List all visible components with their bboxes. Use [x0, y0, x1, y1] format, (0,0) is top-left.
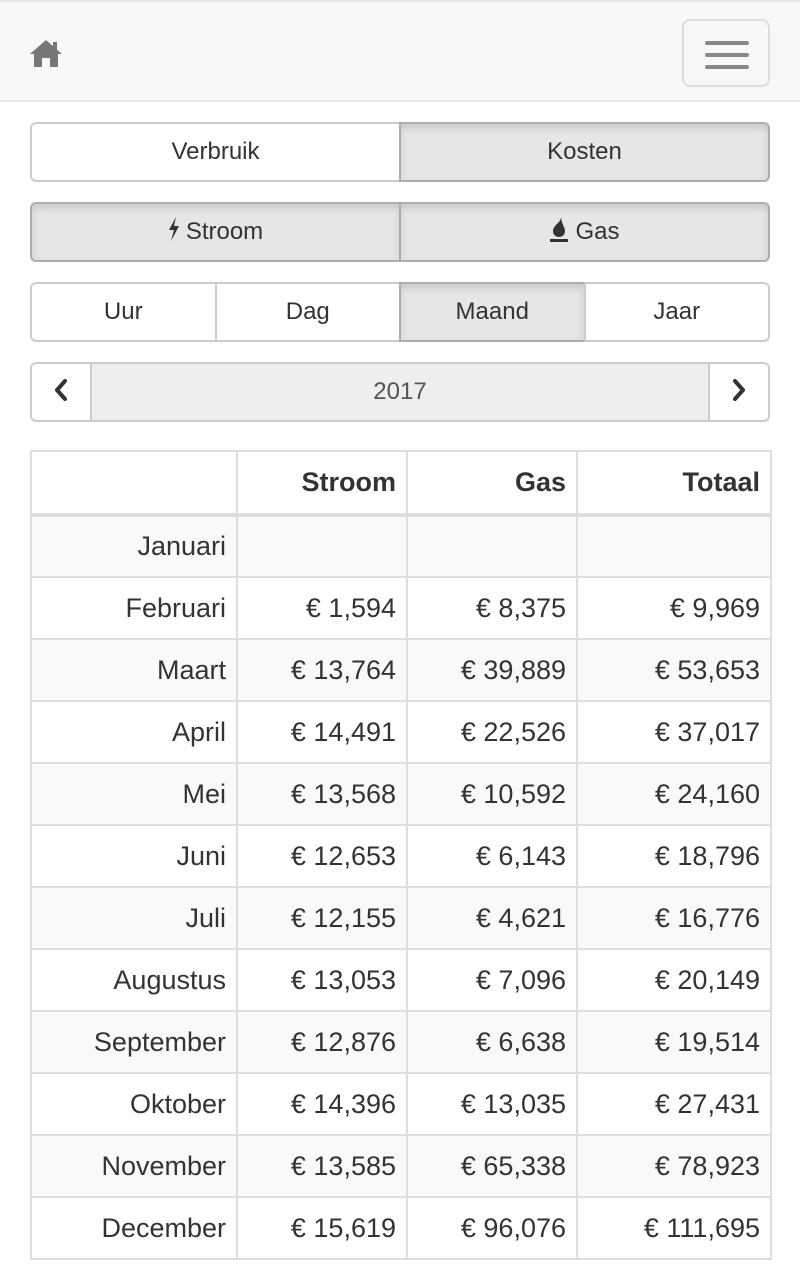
fire-icon: [549, 216, 569, 249]
cell-gas: € 8,375: [406, 576, 578, 640]
cell-stroom: € 13,585: [236, 1134, 408, 1198]
cell-totaal: [576, 514, 772, 578]
cell-month: Maart: [30, 638, 238, 702]
jaar-button[interactable]: Jaar: [583, 282, 770, 342]
cell-stroom: € 15,619: [236, 1196, 408, 1260]
lightning-bolt-icon: [168, 216, 180, 248]
table-row: September € 12,876 € 6,638 € 19,514: [30, 1010, 772, 1074]
cell-totaal: € 27,431: [576, 1072, 772, 1136]
table-row: November € 13,585 € 65,338 € 78,923: [30, 1134, 772, 1198]
table-row: Mei € 13,568 € 10,592 € 24,160: [30, 762, 772, 826]
cell-gas: € 7,096: [406, 948, 578, 1012]
current-year: 2017: [90, 362, 710, 422]
cell-totaal: € 18,796: [576, 824, 772, 888]
cell-stroom: € 12,155: [236, 886, 408, 950]
cell-month: April: [30, 700, 238, 764]
cell-stroom: € 12,653: [236, 824, 408, 888]
cell-month: Januari: [30, 514, 238, 578]
table-row: Januari: [30, 514, 772, 578]
cell-gas: € 10,592: [406, 762, 578, 826]
table-row: Oktober € 14,396 € 13,035 € 27,431: [30, 1072, 772, 1136]
uur-button[interactable]: Uur: [30, 282, 217, 342]
cell-totaal: € 24,160: [576, 762, 772, 826]
cell-stroom: € 14,491: [236, 700, 408, 764]
navbar: [0, 0, 800, 102]
cell-gas: € 22,526: [406, 700, 578, 764]
stroom-button[interactable]: Stroom: [30, 202, 401, 262]
cell-stroom: € 13,053: [236, 948, 408, 1012]
period-toggle: Uur Dag Maand Jaar: [30, 282, 770, 342]
hamburger-menu-button[interactable]: [682, 19, 770, 87]
table-row: December € 15,619 € 96,076 € 111,695: [30, 1196, 772, 1260]
cell-month: Oktober: [30, 1072, 238, 1136]
cell-stroom: [236, 514, 408, 578]
cell-stroom: € 13,764: [236, 638, 408, 702]
header-totaal: Totaal: [576, 450, 772, 517]
hamburger-menu-icon: [705, 41, 749, 45]
chevron-right-icon: [731, 378, 747, 406]
table-header-row: Stroom Gas Totaal: [30, 450, 772, 517]
view-toggle: Verbruik Kosten: [30, 122, 770, 182]
table-row: April € 14,491 € 22,526 € 37,017: [30, 700, 772, 764]
maand-button[interactable]: Maand: [399, 282, 586, 342]
cell-totaal: € 53,653: [576, 638, 772, 702]
cell-totaal: € 9,969: [576, 576, 772, 640]
cell-gas: € 65,338: [406, 1134, 578, 1198]
table-body: Januari Februari € 1,594 € 8,375 € 9,969 Maar…: [30, 514, 772, 1260]
next-year-button[interactable]: [708, 362, 770, 422]
cell-month: Augustus: [30, 948, 238, 1012]
cell-gas: € 96,076: [406, 1196, 578, 1260]
chevron-left-icon: [53, 378, 69, 406]
table-row: Februari € 1,594 € 8,375 € 9,969: [30, 576, 772, 640]
home-icon[interactable]: [28, 36, 64, 70]
cell-totaal: € 78,923: [576, 1134, 772, 1198]
header-gas: Gas: [406, 450, 578, 517]
cell-gas: € 4,621: [406, 886, 578, 950]
verbruik-button[interactable]: Verbruik: [30, 122, 401, 182]
gas-button[interactable]: Gas: [399, 202, 770, 262]
cell-gas: € 6,638: [406, 1010, 578, 1074]
header-month: [30, 450, 238, 517]
table-row: Maart € 13,764 € 39,889 € 53,653: [30, 638, 772, 702]
cell-totaal: € 19,514: [576, 1010, 772, 1074]
cell-month: Juni: [30, 824, 238, 888]
costs-table: Stroom Gas Totaal Januari Februari € 1,594…: [30, 450, 772, 1260]
cell-gas: € 13,035: [406, 1072, 578, 1136]
dag-button[interactable]: Dag: [214, 282, 401, 342]
table-row: Augustus € 13,053 € 7,096 € 20,149: [30, 948, 772, 1012]
year-navigation: 2017: [30, 362, 770, 422]
cell-stroom: € 13,568: [236, 762, 408, 826]
header-stroom: Stroom: [236, 450, 408, 517]
cell-stroom: € 14,396: [236, 1072, 408, 1136]
cell-month: Mei: [30, 762, 238, 826]
cell-gas: € 39,889: [406, 638, 578, 702]
cell-stroom: € 12,876: [236, 1010, 408, 1074]
cell-totaal: € 20,149: [576, 948, 772, 1012]
cell-totaal: € 37,017: [576, 700, 772, 764]
cell-gas: € 6,143: [406, 824, 578, 888]
cell-month: December: [30, 1196, 238, 1260]
cell-totaal: € 111,695: [576, 1196, 772, 1260]
cell-gas: [406, 514, 578, 578]
table-row: Juli € 12,155 € 4,621 € 16,776: [30, 886, 772, 950]
energy-type-toggle: Stroom Gas: [30, 202, 770, 262]
kosten-button[interactable]: Kosten: [399, 122, 770, 182]
cell-month: November: [30, 1134, 238, 1198]
cell-month: Juli: [30, 886, 238, 950]
cell-totaal: € 16,776: [576, 886, 772, 950]
cell-month: Februari: [30, 576, 238, 640]
table-row: Juni € 12,653 € 6,143 € 18,796: [30, 824, 772, 888]
cell-stroom: € 1,594: [236, 576, 408, 640]
cell-month: September: [30, 1010, 238, 1074]
previous-year-button[interactable]: [30, 362, 92, 422]
